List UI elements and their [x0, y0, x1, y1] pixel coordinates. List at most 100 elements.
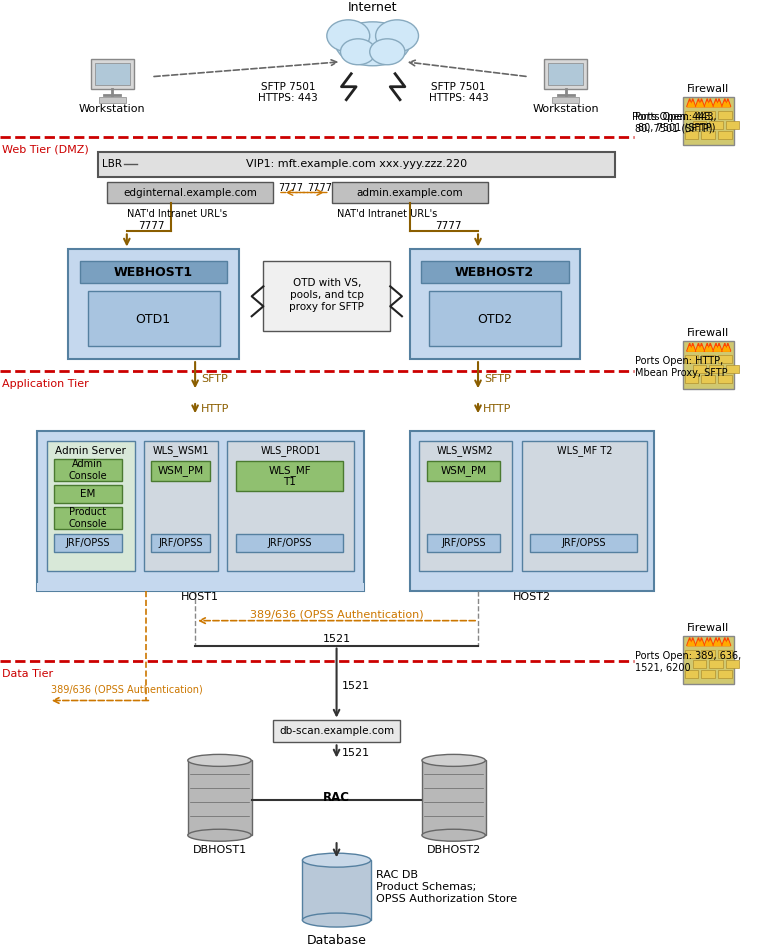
FancyBboxPatch shape	[228, 441, 354, 571]
Polygon shape	[688, 346, 694, 351]
Polygon shape	[687, 637, 695, 646]
Polygon shape	[695, 637, 704, 646]
Polygon shape	[714, 102, 721, 107]
Ellipse shape	[327, 20, 370, 51]
FancyBboxPatch shape	[701, 355, 715, 363]
Text: 1521: 1521	[342, 748, 370, 758]
FancyBboxPatch shape	[701, 650, 715, 657]
Text: pools, and tcp: pools, and tcp	[290, 290, 364, 301]
Polygon shape	[714, 641, 721, 646]
Text: OTD1: OTD1	[135, 313, 170, 326]
FancyBboxPatch shape	[53, 459, 122, 481]
Text: Product
Console: Product Console	[69, 507, 107, 529]
Polygon shape	[705, 346, 712, 351]
FancyBboxPatch shape	[422, 761, 486, 835]
Polygon shape	[704, 637, 713, 646]
FancyBboxPatch shape	[303, 861, 371, 920]
FancyBboxPatch shape	[701, 375, 715, 383]
FancyBboxPatch shape	[726, 121, 740, 128]
Text: Application Tier: Application Tier	[2, 379, 89, 389]
FancyBboxPatch shape	[709, 121, 723, 128]
Text: 80, 7501 (SFTP): 80, 7501 (SFTP)	[635, 124, 713, 134]
Text: WSM_PM: WSM_PM	[157, 465, 203, 476]
Polygon shape	[695, 343, 704, 351]
FancyBboxPatch shape	[693, 121, 706, 128]
FancyBboxPatch shape	[410, 249, 581, 359]
Polygon shape	[705, 641, 712, 646]
FancyBboxPatch shape	[701, 670, 715, 677]
FancyBboxPatch shape	[685, 355, 698, 363]
Text: WSM_PM: WSM_PM	[440, 465, 487, 476]
Text: NAT'd Intranet URL's: NAT'd Intranet URL's	[337, 209, 437, 220]
Text: OPSS Authorization Store: OPSS Authorization Store	[376, 894, 516, 904]
Ellipse shape	[370, 39, 405, 65]
Text: Firewall: Firewall	[687, 623, 730, 632]
Text: Mbean Proxy, SFTP: Mbean Proxy, SFTP	[635, 368, 728, 378]
FancyBboxPatch shape	[709, 365, 723, 373]
FancyBboxPatch shape	[683, 635, 733, 684]
Ellipse shape	[422, 754, 485, 767]
FancyBboxPatch shape	[68, 249, 239, 359]
Polygon shape	[697, 102, 704, 107]
FancyBboxPatch shape	[144, 441, 218, 571]
FancyBboxPatch shape	[718, 650, 732, 657]
Text: Workstation: Workstation	[533, 104, 599, 114]
Text: JRF/OPSS: JRF/OPSS	[441, 538, 486, 548]
Text: Workstation: Workstation	[79, 104, 145, 114]
Text: admin.example.com: admin.example.com	[357, 187, 463, 198]
Text: HOST2: HOST2	[513, 592, 551, 602]
Polygon shape	[704, 343, 713, 351]
FancyBboxPatch shape	[188, 761, 251, 835]
Polygon shape	[697, 346, 704, 351]
Text: Database: Database	[306, 934, 367, 946]
Polygon shape	[723, 102, 730, 107]
Polygon shape	[713, 637, 722, 646]
Polygon shape	[722, 343, 730, 351]
FancyBboxPatch shape	[683, 341, 733, 389]
Text: Data Tier: Data Tier	[2, 669, 53, 679]
FancyBboxPatch shape	[47, 441, 134, 571]
FancyBboxPatch shape	[151, 461, 210, 481]
Ellipse shape	[335, 22, 410, 66]
FancyBboxPatch shape	[88, 291, 219, 346]
Text: proxy for SFTP: proxy for SFTP	[290, 302, 364, 312]
Text: JRF/OPSS: JRF/OPSS	[267, 538, 312, 548]
FancyBboxPatch shape	[274, 721, 400, 743]
Polygon shape	[704, 99, 713, 107]
FancyBboxPatch shape	[545, 59, 588, 88]
Text: 1521: 1521	[322, 633, 351, 644]
Text: Firewall: Firewall	[687, 328, 730, 339]
FancyBboxPatch shape	[91, 59, 134, 88]
FancyBboxPatch shape	[718, 375, 732, 383]
Text: Product Schemas;: Product Schemas;	[376, 883, 476, 892]
Polygon shape	[714, 346, 721, 351]
Text: 7777: 7777	[435, 222, 462, 231]
FancyBboxPatch shape	[529, 534, 637, 552]
Text: HTTPS: 443: HTTPS: 443	[429, 92, 488, 103]
Text: DBHOST2: DBHOST2	[426, 845, 481, 855]
Text: LBR: LBR	[102, 159, 122, 168]
Ellipse shape	[376, 20, 419, 51]
Text: WLS_PROD1: WLS_PROD1	[261, 445, 321, 456]
Polygon shape	[688, 641, 694, 646]
FancyBboxPatch shape	[685, 375, 698, 383]
Ellipse shape	[303, 853, 371, 867]
FancyBboxPatch shape	[549, 63, 584, 85]
FancyBboxPatch shape	[693, 365, 706, 373]
Text: Web Tier (DMZ): Web Tier (DMZ)	[2, 145, 89, 155]
Text: RAC: RAC	[323, 791, 350, 804]
FancyBboxPatch shape	[701, 110, 715, 119]
Text: db-scan.example.com: db-scan.example.com	[279, 727, 394, 736]
Polygon shape	[687, 99, 695, 107]
Text: WEBHOST2: WEBHOST2	[455, 266, 534, 279]
FancyBboxPatch shape	[419, 441, 512, 571]
FancyBboxPatch shape	[685, 130, 698, 139]
Text: VIP1: mft.example.com xxx.yyy.zzz.220: VIP1: mft.example.com xxx.yyy.zzz.220	[245, 159, 467, 168]
Text: WLS_MF
T1: WLS_MF T1	[268, 465, 311, 487]
Polygon shape	[722, 637, 730, 646]
Text: Ports Open: HTTP,: Ports Open: HTTP,	[635, 357, 724, 366]
Text: SFTP 7501: SFTP 7501	[431, 82, 486, 91]
Text: OTD2: OTD2	[477, 313, 512, 326]
FancyBboxPatch shape	[80, 262, 228, 283]
Ellipse shape	[188, 754, 251, 767]
